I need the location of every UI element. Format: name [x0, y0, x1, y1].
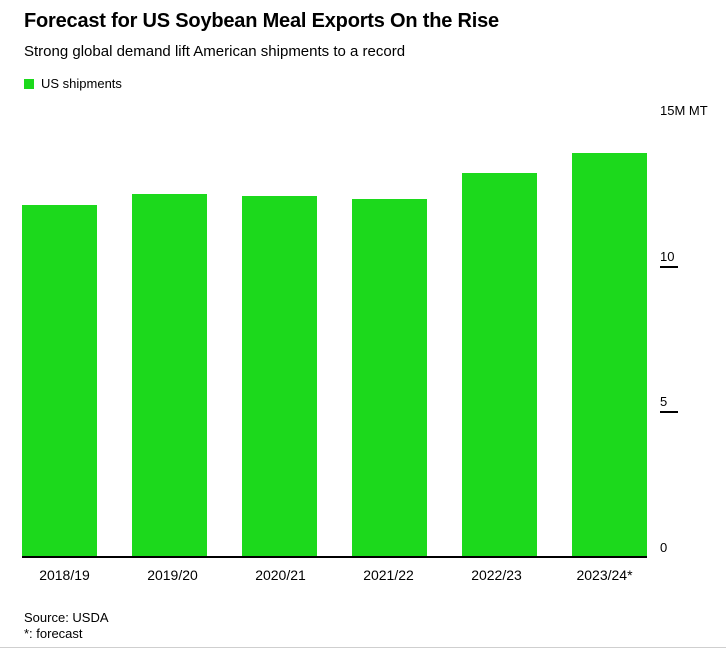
x-axis-label: 2018/19 [39, 567, 90, 583]
bar-chart: 15M MT 10 5 0 [22, 103, 726, 558]
bars-area [22, 121, 647, 558]
y-axis-tick [660, 411, 678, 414]
y-axis-label: 0 [660, 540, 668, 555]
bar-2023-24- [572, 152, 647, 556]
bar-2020-21 [242, 196, 317, 556]
y-axis-label: 15M MT [660, 103, 708, 118]
x-axis-label: 2023/24* [576, 567, 633, 583]
bar-2018-19 [22, 205, 97, 556]
forecast-note: *: forecast [24, 626, 83, 641]
y-axis-label: 10 [660, 248, 675, 264]
legend-label: US shipments [41, 76, 122, 91]
x-axis: 2018/19 2019/20 2020/21 2021/22 2022/23 2023/… [22, 566, 647, 584]
bottom-divider [0, 647, 726, 648]
x-axis-label: 2020/21 [255, 567, 306, 583]
chart-subtitle: Strong global demand lift American shipm… [24, 43, 406, 60]
legend: US shipments [24, 76, 702, 91]
y-axis-label: 5 [660, 394, 668, 410]
bar-2022-23 [462, 173, 537, 556]
chart-title: Forecast for US Soybean Meal Exports On … [24, 10, 499, 32]
x-axis-label: 2022/23 [471, 567, 522, 583]
x-axis-label: 2019/20 [147, 567, 198, 583]
bar-2019-20 [132, 193, 207, 556]
legend-swatch-icon [24, 78, 34, 89]
y-axis-tick [660, 265, 678, 268]
source-note: Source: USDA [24, 610, 109, 625]
footer: Source: USDA *: forecast [24, 610, 702, 642]
x-axis-label: 2021/22 [363, 567, 414, 583]
bar-2021-22 [352, 199, 427, 556]
